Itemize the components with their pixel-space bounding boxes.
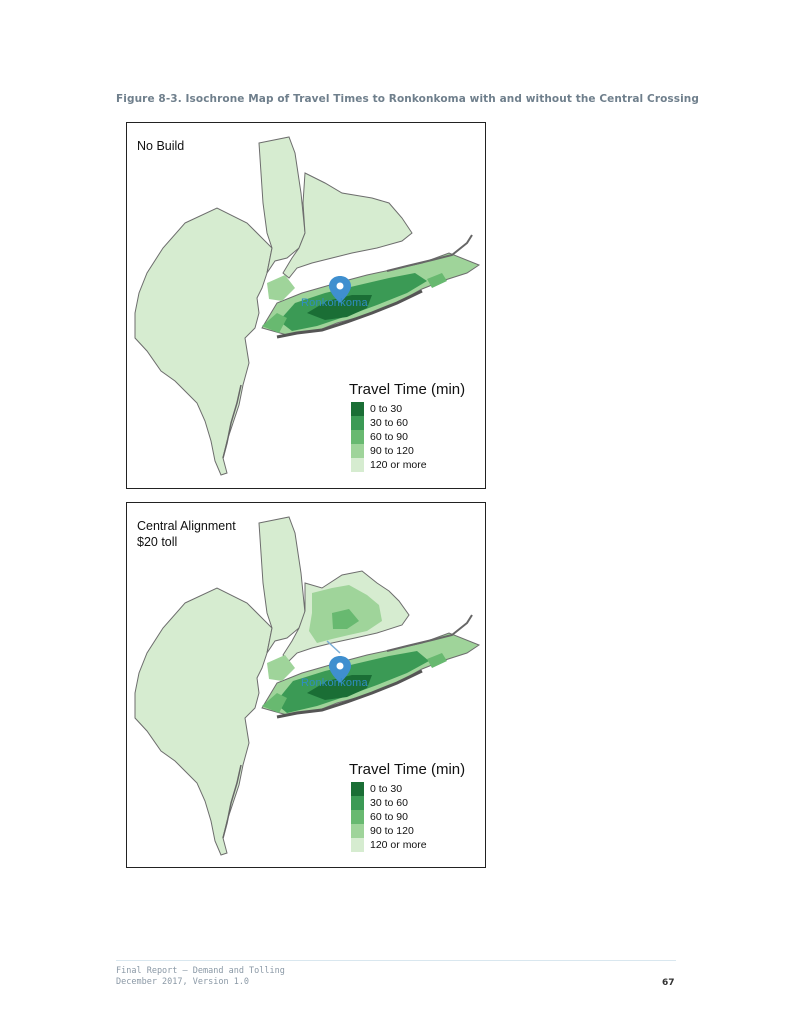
region-northeast <box>282 172 413 279</box>
north-shore-detail <box>386 614 473 652</box>
legend-item: 90 to 120 <box>349 824 465 838</box>
legend-item: 120 or more <box>349 458 465 472</box>
map-panel-central-alignment: Central Alignment $20 toll Ronkonkoma Tr… <box>126 502 486 868</box>
region-north-strip <box>258 136 306 274</box>
zone-0-30 <box>307 295 372 320</box>
legend-label: 90 to 120 <box>370 445 414 457</box>
scenario-subtitle-line: $20 toll <box>137 535 178 549</box>
footer-divider <box>116 960 676 961</box>
isochrone-map <box>134 136 481 476</box>
region-north-strip <box>258 516 306 654</box>
zone-60-90-east <box>427 653 447 668</box>
region-west <box>134 587 273 856</box>
legend-label: 30 to 60 <box>370 417 408 429</box>
zone-60-90-east <box>427 273 447 288</box>
place-label-ronkonkoma: Ronkonkoma <box>301 297 368 309</box>
footer-version: December 2017, Version 1.0 <box>116 977 250 987</box>
legend-label: 60 to 90 <box>370 431 408 443</box>
legend-title: Travel Time (min) <box>349 761 466 778</box>
legend-item: 60 to 90 <box>349 810 465 824</box>
legend-swatch <box>351 458 364 472</box>
legend-item: 30 to 60 <box>349 416 465 430</box>
map-panel-no-build: No Build Ronkonkoma Travel Time (min) 0 … <box>126 122 486 489</box>
legend-label: 30 to 60 <box>370 797 408 809</box>
north-shore-detail <box>386 234 473 272</box>
footer-text: Final Report — Demand and Tolling Decemb… <box>116 966 285 988</box>
legend-item: 30 to 60 <box>349 796 465 810</box>
legend-swatch <box>351 796 364 810</box>
footer-report-title: Final Report — Demand and Tolling <box>116 966 285 976</box>
legend-label: 0 to 30 <box>370 403 403 415</box>
legend: Travel Time (min) 0 to 30 30 to 60 60 to… <box>349 761 465 852</box>
west-coast-detail <box>222 384 242 459</box>
figure-caption: Figure 8-3. Isochrone Map of Travel Time… <box>116 93 699 105</box>
central-crossing-line <box>326 640 341 654</box>
legend-label: 60 to 90 <box>370 811 408 823</box>
legend-item: 120 or more <box>349 838 465 852</box>
zone-90-120-north <box>267 275 295 301</box>
scenario-title-line: No Build <box>137 139 185 153</box>
zone-60-90-northeast <box>332 609 359 629</box>
scenario-label: Central Alignment $20 toll <box>137 518 236 550</box>
legend-label: 120 or more <box>370 839 427 851</box>
legend: Travel Time (min) 0 to 30 30 to 60 60 to… <box>349 381 465 472</box>
legend-swatch <box>351 810 364 824</box>
south-shore-detail <box>276 289 423 339</box>
legend-label: 0 to 30 <box>370 783 403 795</box>
legend-item: 0 to 30 <box>349 402 465 416</box>
south-shore-detail <box>276 669 423 719</box>
legend-label: 90 to 120 <box>370 825 414 837</box>
zone-60-90 <box>262 313 287 333</box>
legend-swatch <box>351 416 364 430</box>
page-number: 67 <box>662 978 675 988</box>
zone-0-30 <box>307 675 372 700</box>
legend-title: Travel Time (min) <box>349 381 466 398</box>
legend-item: 90 to 120 <box>349 444 465 458</box>
location-pin-icon <box>329 276 351 303</box>
scenario-title-line: Central Alignment <box>137 519 236 533</box>
legend-item: 0 to 30 <box>349 782 465 796</box>
region-west <box>134 207 273 476</box>
legend-swatch <box>351 838 364 852</box>
isochrone-map <box>134 516 481 856</box>
west-coast-detail <box>222 764 242 839</box>
scenario-label: No Build <box>137 138 184 154</box>
legend-label: 120 or more <box>370 459 427 471</box>
legend-swatch <box>351 444 364 458</box>
zone-90-120-north <box>267 655 295 681</box>
legend-swatch <box>351 824 364 838</box>
legend-swatch <box>351 402 364 416</box>
legend-item: 60 to 90 <box>349 430 465 444</box>
zone-60-90 <box>262 693 287 713</box>
legend-swatch <box>351 430 364 444</box>
place-label-ronkonkoma: Ronkonkoma <box>301 677 368 689</box>
location-pin-icon <box>329 656 351 683</box>
legend-swatch <box>351 782 364 796</box>
